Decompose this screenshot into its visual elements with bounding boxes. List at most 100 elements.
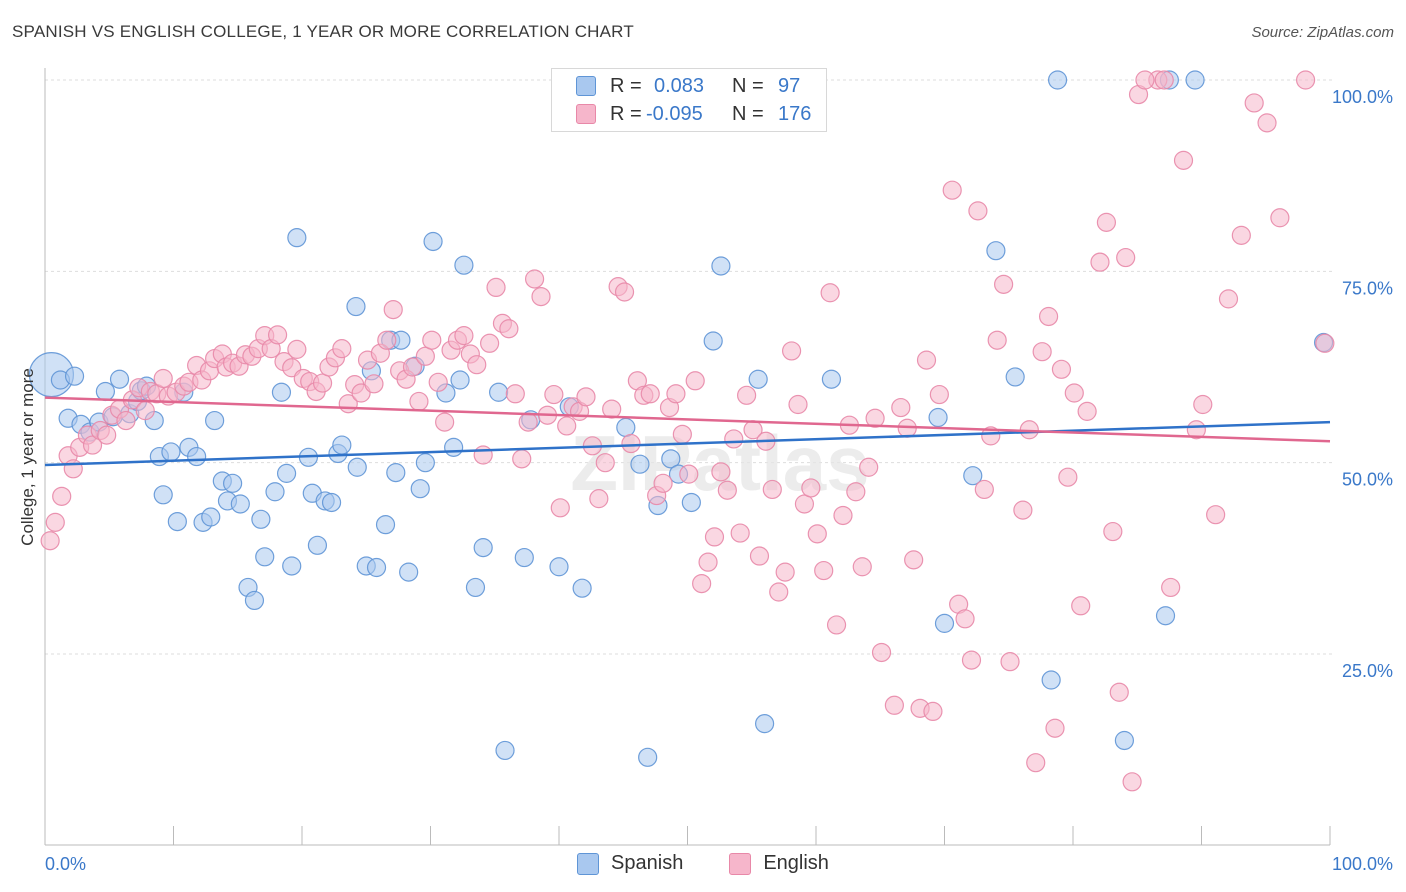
english-point [1038, 306, 1059, 327]
english-point [40, 531, 60, 551]
english-point [666, 384, 686, 404]
spanish-point [386, 463, 406, 483]
english-point [135, 401, 155, 421]
english-point [422, 330, 442, 350]
english-point [1218, 289, 1239, 309]
axes: 25.0% 50.0% 75.0% 100.0% 0.0% 100.0% [44, 68, 1393, 874]
y-axis-label: College, 1 year or more [18, 368, 37, 546]
spanish-point [255, 547, 275, 567]
x-tick-label: 100.0% [1332, 854, 1393, 874]
english-point [833, 505, 853, 526]
english-point [614, 282, 635, 302]
english-point [1116, 247, 1136, 268]
spanish-point [711, 256, 731, 276]
english-point [781, 341, 802, 361]
english-point [116, 410, 136, 431]
spanish-point [1047, 70, 1068, 90]
spanish-point [265, 482, 285, 502]
english-point [942, 180, 962, 200]
spanish-point [450, 370, 470, 390]
english-point [1071, 596, 1091, 616]
english-point [454, 326, 474, 346]
spanish-point [514, 547, 534, 568]
english-point [52, 486, 72, 506]
english-point [801, 478, 821, 498]
spanish-trend-line [44, 420, 1331, 467]
english-point [557, 416, 577, 436]
english-point [820, 283, 840, 303]
english-point [1109, 682, 1129, 702]
english-point [499, 319, 519, 339]
english-point [1206, 505, 1226, 525]
english-point [852, 557, 872, 577]
english-point [685, 371, 705, 391]
english-point [1013, 500, 1033, 520]
english-point [904, 550, 924, 570]
english-point [467, 355, 487, 375]
english-point [1058, 467, 1078, 487]
english-point [974, 479, 994, 500]
english-point [859, 457, 879, 477]
chart-source: Source: ZipAtlas.com [1251, 24, 1394, 41]
english-point [826, 615, 847, 635]
spanish-point [415, 453, 435, 473]
english-point [846, 482, 866, 502]
spanish-point [201, 507, 221, 527]
english-point [589, 489, 609, 509]
legend-n-value: 97 [778, 74, 801, 97]
english-point [1161, 577, 1181, 598]
spanish-point [748, 369, 768, 389]
y-tick-label: 50.0% [1342, 470, 1393, 490]
english-point [1193, 394, 1213, 415]
english-point [383, 300, 403, 320]
english-point [576, 387, 596, 407]
english-point [1315, 333, 1335, 353]
english-point [1231, 225, 1251, 245]
english-point [415, 346, 435, 366]
spanish-point [1005, 367, 1025, 387]
legend-r-label: R = [610, 74, 642, 97]
spanish-point [1185, 70, 1205, 90]
legend-n-label: N = [732, 102, 764, 125]
english-point [332, 339, 352, 359]
english-point [518, 412, 538, 432]
english-point [1135, 70, 1155, 90]
english-point [1257, 113, 1277, 133]
y-tick-label: 25.0% [1342, 661, 1393, 681]
english-point [1295, 70, 1316, 90]
english-point [312, 373, 333, 393]
english-point [1096, 212, 1117, 232]
bottom-legend: Spanish English [0, 852, 1406, 875]
english-point [364, 374, 384, 394]
legend-row-english: R = -0.095 N = 176 [576, 101, 811, 127]
legend: R = 0.083 N = 97 R = -0.095 N = 176 [551, 68, 827, 132]
english-point [730, 523, 750, 543]
english-point [640, 384, 660, 404]
english-trend-line [44, 396, 1331, 443]
spanish-point [681, 492, 701, 513]
spanish-point [109, 369, 130, 389]
english-point [473, 445, 493, 465]
english-point [1122, 772, 1142, 792]
spanish-point [187, 446, 207, 467]
english-point [1244, 93, 1264, 113]
english-point [45, 512, 65, 532]
spanish-point [928, 407, 948, 428]
english-point [1045, 718, 1065, 738]
english-point [711, 462, 731, 482]
legend-r-label: R = [610, 102, 642, 125]
chart-title: SPANISH VS ENGLISH COLLEGE, 1 YEAR OR MO… [12, 22, 634, 41]
english-point [865, 408, 885, 428]
y-tick-label: 75.0% [1342, 278, 1393, 298]
spanish-point [287, 228, 307, 248]
english-point [775, 562, 795, 582]
english-point [981, 426, 1001, 446]
spanish-point [986, 241, 1006, 261]
english-point [916, 350, 937, 370]
english-point [1090, 252, 1110, 272]
spanish-point [205, 410, 225, 431]
legend-r-value: -0.095 [646, 102, 703, 125]
spanish-point [616, 417, 636, 438]
english-point [794, 494, 815, 514]
spanish-point [703, 331, 723, 351]
